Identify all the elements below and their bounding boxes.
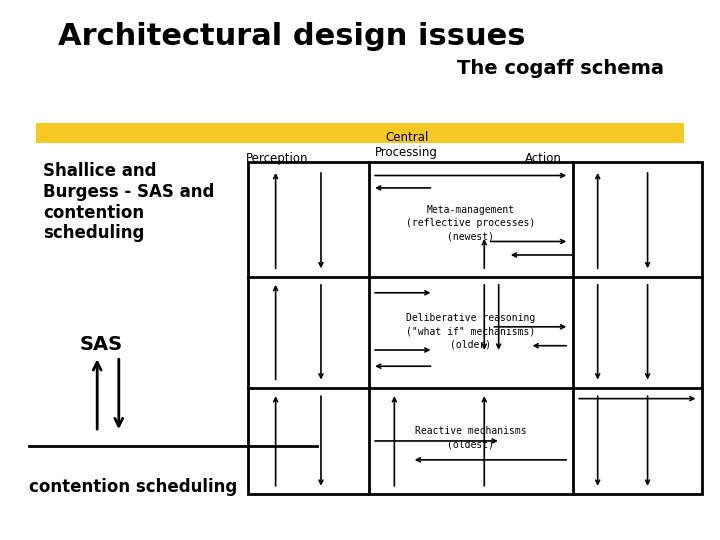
Text: Central
Processing: Central Processing <box>375 131 438 159</box>
Text: Shallice and
Burgess - SAS and
contention
scheduling: Shallice and Burgess - SAS and contentio… <box>43 162 215 242</box>
Text: Action: Action <box>525 152 562 165</box>
Text: Meta-management
(reflective processes)
(newest): Meta-management (reflective processes) (… <box>406 205 535 241</box>
Text: The cogaff schema: The cogaff schema <box>457 59 665 78</box>
Text: SAS: SAS <box>79 335 122 354</box>
Text: Architectural design issues: Architectural design issues <box>58 22 525 51</box>
Text: Perception: Perception <box>246 152 308 165</box>
Text: contention scheduling: contention scheduling <box>29 478 237 496</box>
Text: Deliberative reasoning
("what if" mechanisms)
(older): Deliberative reasoning ("what if" mechan… <box>406 313 535 349</box>
Text: Reactive mechanisms
(oldest): Reactive mechanisms (oldest) <box>415 426 526 449</box>
Bar <box>248 162 702 494</box>
Bar <box>36 123 684 143</box>
